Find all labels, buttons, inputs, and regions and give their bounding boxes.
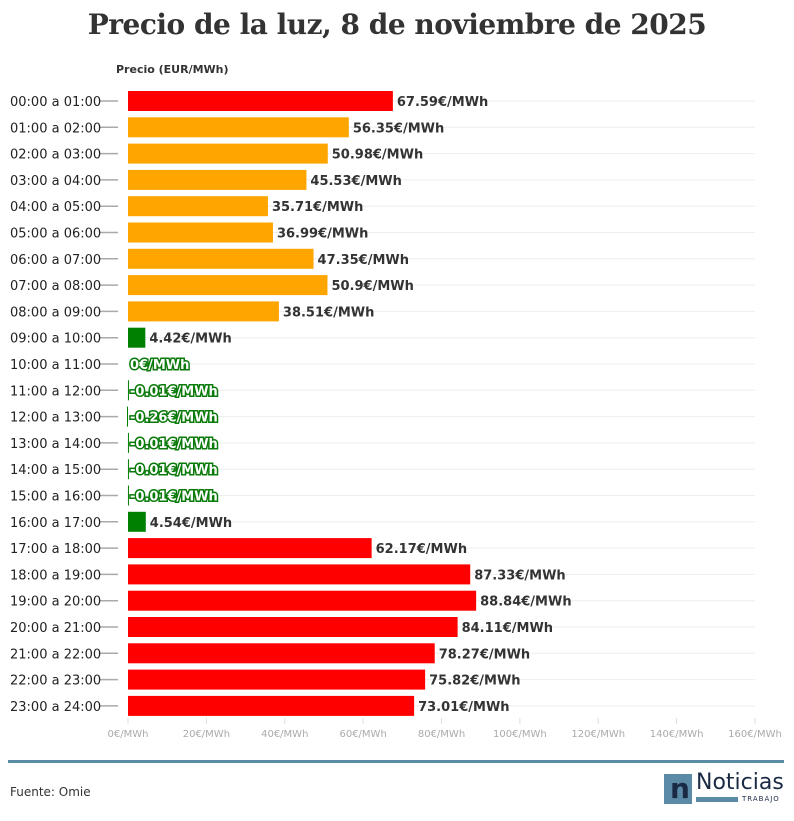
bar: [127, 459, 129, 480]
data-label: 78.27€/MWh: [439, 647, 530, 662]
data-label: -0.01€/MWh: [130, 384, 218, 399]
bar: [128, 695, 415, 716]
data-label: -0.01€/MWh: [130, 437, 218, 452]
data-label: 47.35€/MWh: [318, 253, 409, 268]
bar: [128, 196, 268, 217]
x-tick-label: 160€/MWh: [728, 729, 782, 740]
data-label: 45.53€/MWh: [310, 174, 401, 189]
bar: [128, 117, 349, 138]
x-tick-label: 40€/MWh: [261, 729, 308, 740]
x-tick-label: 60€/MWh: [339, 729, 386, 740]
category-label: 09:00 a 10:00: [10, 332, 101, 347]
bar: [128, 643, 435, 664]
data-label: 0€/MWh: [130, 358, 189, 373]
category-label: 01:00 a 02:00: [10, 121, 101, 136]
data-label: 38.51€/MWh: [283, 305, 374, 320]
category-label: 22:00 a 23:00: [10, 674, 101, 689]
bar: [128, 564, 471, 585]
bar: [128, 169, 307, 190]
data-label: 88.84€/MWh: [480, 595, 571, 610]
category-label: 15:00 a 16:00: [10, 490, 101, 505]
category-label: 02:00 a 03:00: [10, 148, 101, 163]
noticias-trabajo-logo: n Noticias TRABAJO: [664, 770, 784, 806]
x-tick-label: 80€/MWh: [418, 729, 465, 740]
bar: [128, 538, 372, 559]
category-label: 04:00 a 05:00: [10, 200, 101, 215]
data-label: 50.98€/MWh: [332, 148, 423, 163]
bar: [128, 669, 426, 690]
data-label: 35.71€/MWh: [272, 200, 363, 215]
data-label: 36.99€/MWh: [277, 227, 368, 242]
category-label: 20:00 a 21:00: [10, 621, 101, 636]
bar: [128, 143, 328, 164]
y-axis-label: Precio (EUR/MWh): [116, 63, 229, 76]
data-label: 67.59€/MWh: [397, 95, 488, 110]
bar: [128, 91, 393, 111]
bar: [128, 248, 314, 269]
data-label: 4.54€/MWh: [150, 516, 232, 531]
chart-title: Precio de la luz, 8 de noviembre de 2025: [87, 8, 707, 41]
category-label: 18:00 a 19:00: [10, 568, 101, 583]
category-label: 07:00 a 08:00: [10, 279, 101, 294]
data-label: -0.01€/MWh: [130, 490, 218, 505]
category-label: 17:00 a 18:00: [10, 542, 101, 557]
data-label: 62.17€/MWh: [376, 542, 467, 557]
category-label: 06:00 a 07:00: [10, 253, 101, 268]
x-tick-label: 120€/MWh: [571, 729, 625, 740]
data-label: -0.26€/MWh: [130, 411, 218, 426]
category-label: 03:00 a 04:00: [10, 174, 101, 189]
x-tick-label: 140€/MWh: [650, 729, 704, 740]
category-label: 23:00 a 24:00: [10, 700, 101, 715]
data-label: 75.82€/MWh: [429, 674, 520, 689]
category-label: 16:00 a 17:00: [10, 516, 101, 531]
data-label: 4.42€/MWh: [149, 332, 231, 347]
bar: [128, 275, 328, 296]
bar: [127, 380, 129, 401]
category-label: 14:00 a 15:00: [10, 463, 101, 478]
bar: [128, 222, 273, 243]
category-label: 00:00 a 01:00: [10, 95, 101, 110]
data-label: 84.11€/MWh: [462, 621, 553, 636]
category-label: 21:00 a 22:00: [10, 647, 101, 662]
category-label: 10:00 a 11:00: [10, 358, 101, 373]
bar: [128, 301, 279, 322]
category-label: 05:00 a 06:00: [10, 227, 101, 242]
data-label: 87.33€/MWh: [474, 568, 565, 583]
data-label: 56.35€/MWh: [353, 121, 444, 136]
bar: [127, 432, 129, 453]
source-text: Fuente: Omie: [10, 785, 91, 799]
bar: [128, 327, 146, 348]
x-tick-label: 20€/MWh: [183, 729, 230, 740]
data-label: 50.9€/MWh: [331, 279, 413, 294]
data-label: -0.01€/MWh: [130, 463, 218, 478]
bar: [128, 617, 458, 637]
x-tick-label: 0€/MWh: [108, 729, 149, 740]
data-label: 73.01€/MWh: [418, 700, 509, 715]
bar-chart: Precio (EUR/MWh) 0€/MWh 20€/MWh 40€/MWh 60€…: [10, 63, 782, 740]
category-label: 11:00 a 12:00: [10, 384, 101, 399]
bar: [126, 406, 128, 427]
bar: [128, 590, 477, 611]
category-label: 19:00 a 20:00: [10, 595, 101, 610]
bar: [128, 511, 146, 532]
category-label: 13:00 a 14:00: [10, 437, 101, 452]
bar: [127, 485, 129, 506]
category-label: 08:00 a 09:00: [10, 305, 101, 320]
footer-divider: [8, 760, 784, 763]
category-label: 12:00 a 13:00: [10, 411, 101, 426]
x-tick-label: 100€/MWh: [493, 729, 547, 740]
